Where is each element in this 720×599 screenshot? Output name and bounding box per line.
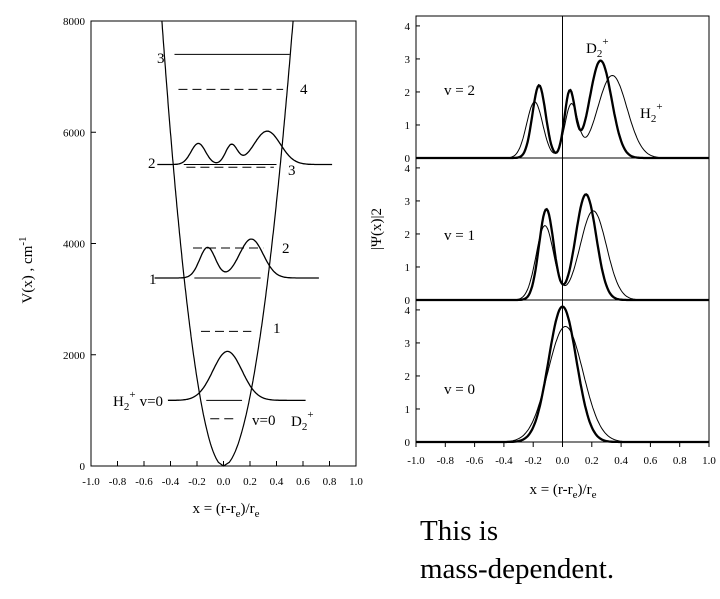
wavefunction-chart: -1.0 -0.8 -0.6 -0.4 -0.2 0.0 0.2 0.4 0.6 0.8 1.0 0 1… — [369, 15, 716, 501]
x-tick-label: -0.4 — [162, 476, 180, 488]
y-tick-label: 4 — [405, 21, 411, 33]
h2-level-1-label: 1 — [149, 272, 157, 288]
left-wavefunction — [157, 130, 333, 166]
d2-level-1-label: 1 — [273, 321, 281, 337]
panel-label-v2: v = 2 — [444, 83, 475, 99]
x-tick-label: 0.2 — [243, 476, 257, 488]
right-y-axis-label: |Ψ(x)|2 — [369, 208, 385, 250]
y-tick-label: 2 — [405, 87, 411, 99]
h2-ground-label: H2+ v=0 — [113, 389, 163, 413]
x-tick-label: -0.8 — [437, 455, 455, 467]
left-wavefunction — [154, 238, 319, 279]
h2-series-label: H2+ — [640, 101, 663, 125]
left-y-axis-label: V(x) , cm-1 — [17, 236, 36, 303]
x-tick-label: -1.0 — [407, 455, 425, 467]
x-tick-label: 0.8 — [673, 455, 687, 467]
d2-series-label: D2+ — [586, 36, 609, 60]
y-tick-label: 2000 — [63, 350, 86, 362]
x-tick-label: -0.4 — [495, 455, 513, 467]
x-tick-label: -0.2 — [524, 455, 541, 467]
x-tick-label: -0.6 — [466, 455, 484, 467]
x-tick-label: 0.4 — [614, 455, 628, 467]
x-tick-label: 1.0 — [702, 455, 716, 467]
left-wavefunction — [167, 350, 306, 402]
d2-ground-v-label: v=0 — [252, 413, 275, 429]
y-tick-label: 3 — [405, 196, 411, 208]
caption-line-1: This is — [420, 515, 499, 547]
x-tick-label: 0.6 — [296, 476, 310, 488]
x-tick-label: -0.8 — [109, 476, 127, 488]
y-tick-label: 0 — [80, 461, 86, 473]
right-axis-ticks: -1.0 -0.8 -0.6 -0.4 -0.2 0.0 0.2 0.4 0.6 0.8 1.0 0 1… — [405, 16, 716, 467]
y-tick-label: 4000 — [63, 239, 86, 251]
x-tick-label: -1.0 — [82, 476, 100, 488]
y-tick-label: 3 — [405, 338, 411, 350]
y-tick-label: 2 — [405, 229, 411, 241]
y-tick-label: 1 — [405, 120, 411, 132]
d2-ground-label: D2+ — [291, 409, 314, 433]
y-tick-label: 1 — [405, 262, 411, 274]
y-tick-label: 4 — [405, 163, 411, 175]
d2-level-2-label: 2 — [282, 241, 290, 257]
x-tick-label: 0.8 — [323, 476, 337, 488]
y-tick-label: 8000 — [63, 16, 86, 28]
y-tick-label: 2 — [405, 371, 411, 383]
x-tick-label: -0.6 — [135, 476, 153, 488]
left-curves — [154, 20, 333, 467]
x-tick-label: 0.0 — [556, 455, 570, 467]
panel-label-v0: v = 0 — [444, 382, 475, 398]
left-axis-ticks: -1.0 -0.8 -0.6 -0.4 -0.2 0.0 0.2 0.4 0.6 0.8 1.0 0 2… — [63, 16, 363, 488]
y-tick-label: 4 — [405, 305, 411, 317]
d2-level-4-label: 4 — [300, 82, 308, 98]
x-tick-label: 1.0 — [349, 476, 363, 488]
potential-curve — [161, 20, 294, 467]
h2-level-2-label: 2 — [148, 156, 156, 172]
y-tick-label: 1 — [405, 404, 411, 416]
y-tick-label: 0 — [405, 295, 411, 307]
y-tick-label: 0 — [405, 153, 411, 165]
y-tick-label: 0 — [405, 437, 411, 449]
right-x-axis-label: x = (r-re)/re — [529, 482, 596, 501]
x-tick-label: 0.0 — [217, 476, 231, 488]
y-tick-label: 6000 — [63, 127, 86, 139]
d2-level-3-label: 3 — [288, 163, 296, 179]
x-tick-label: 0.6 — [644, 455, 658, 467]
panel-label-v1: v = 1 — [444, 228, 475, 244]
d2-probability-curve — [416, 305, 709, 444]
caption-line-2: mass-dependent. — [420, 553, 615, 585]
y-tick-label: 3 — [405, 54, 411, 66]
potential-energy-chart: -1.0 -0.8 -0.6 -0.4 -0.2 0.0 0.2 0.4 0.6 0.8 1.0 0 2… — [17, 16, 363, 520]
h2-level-3-label: 3 — [157, 51, 165, 67]
left-x-axis-label: x = (r-re)/re — [192, 501, 259, 520]
x-tick-label: 0.2 — [585, 455, 599, 467]
x-tick-label: -0.2 — [188, 476, 205, 488]
x-tick-label: 0.4 — [270, 476, 284, 488]
